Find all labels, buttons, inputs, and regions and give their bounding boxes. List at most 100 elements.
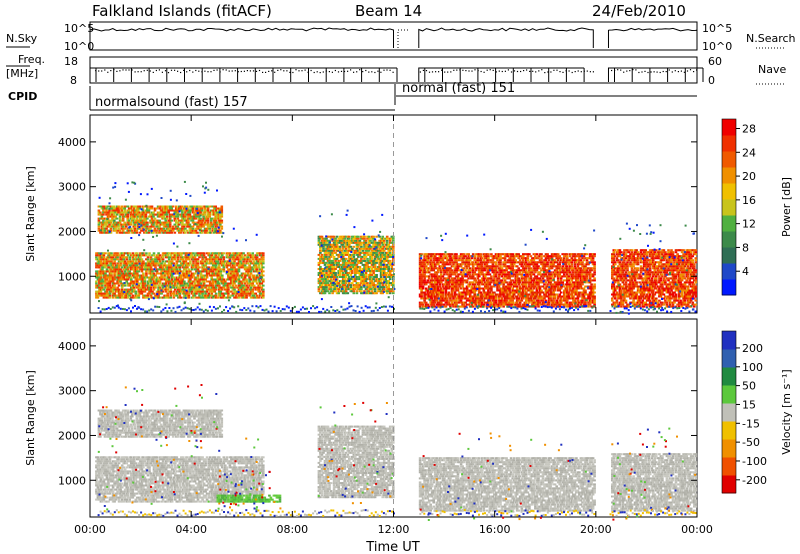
scatter-cell (122, 277, 125, 279)
nave-dot (678, 71, 679, 72)
scatter-cell (169, 289, 172, 291)
scatter-cell (141, 270, 144, 272)
nave-dot (344, 71, 345, 72)
scatter-cell (130, 277, 133, 279)
scatter-cell (113, 262, 116, 264)
scatter-cell (201, 232, 204, 234)
nave-dot (529, 71, 530, 72)
nave-dot (286, 70, 287, 71)
scatter-cell (104, 252, 107, 254)
scatter-cell (185, 260, 188, 262)
scatter-cell (102, 226, 105, 228)
nave-dot (116, 71, 117, 72)
scatter-cell (155, 224, 158, 226)
nave-dot (456, 70, 457, 71)
nave-dot (523, 70, 524, 71)
scatter-cell (160, 262, 163, 264)
scatter-cell (207, 210, 210, 212)
scatter-cell (101, 287, 104, 289)
scatter-speck (140, 225, 142, 227)
scatter-cell (116, 287, 119, 289)
scatter-cell (113, 287, 116, 289)
nave-dot (681, 71, 682, 72)
scatter-cell (221, 226, 224, 228)
scatter-cell (136, 281, 139, 283)
scatter-cell (169, 224, 172, 226)
scatter-cell (98, 220, 101, 222)
scatter-cell (148, 232, 151, 234)
scatter-speck (214, 231, 216, 233)
scatter-cell (98, 210, 101, 212)
nsearch-trace (398, 30, 410, 48)
scatter-cell (119, 218, 122, 220)
scatter-cell (102, 220, 105, 222)
scatter-cell (154, 210, 157, 212)
scatter-cell (150, 256, 153, 258)
nave-dot (520, 71, 521, 72)
scatter-cell (150, 281, 153, 283)
scatter-cell (114, 228, 117, 230)
scatter-cell (194, 295, 197, 297)
nave-dot (423, 70, 424, 71)
scatter-cell (145, 220, 148, 222)
scatter-cell (183, 226, 186, 228)
date-title: 24/Feb/2010 (592, 2, 686, 20)
nave-dot (562, 72, 563, 73)
scatter-speck (138, 226, 140, 228)
scatter-cell (130, 293, 133, 295)
scatter-cell (95, 256, 98, 258)
scatter-cell (119, 216, 122, 218)
nave-dot (314, 72, 315, 73)
nave-dot (641, 71, 642, 72)
nave-dot (128, 69, 129, 70)
scatter-cell (183, 289, 186, 291)
scatter-cell (113, 260, 116, 262)
scatter-cell (133, 208, 136, 210)
scatter-cell (191, 268, 194, 270)
scatter-cell (151, 279, 154, 281)
scatter-cell (192, 297, 195, 299)
scatter-cell (119, 222, 122, 224)
scatter-cell (163, 277, 166, 279)
scatter-cell (136, 268, 139, 270)
scatter-cell (105, 228, 108, 230)
nave-dot (553, 70, 554, 71)
scatter-cell (180, 208, 183, 210)
scatter-cell (125, 264, 128, 266)
nave-dot (210, 71, 211, 72)
scatter-cell (199, 212, 202, 214)
scatter-cell (123, 222, 126, 224)
scatter-cell (174, 218, 177, 220)
scatter-cell (118, 285, 121, 287)
scatter-cell (151, 206, 154, 208)
scatter-cell (100, 291, 103, 293)
scatter-cell (148, 210, 151, 212)
scatter-cell (133, 283, 136, 285)
nave-dot (317, 71, 318, 72)
nave-dot (156, 70, 157, 71)
scatter-cell (169, 297, 172, 299)
scatter-cell (125, 281, 128, 283)
scatter-cell (147, 295, 150, 297)
nave-dot (125, 69, 126, 70)
scatter-cell (169, 226, 172, 228)
scatter-cell (202, 216, 205, 218)
nave-dot (204, 71, 205, 72)
nave-dot (268, 71, 269, 72)
scatter-cell (192, 275, 195, 277)
scatter-cell (136, 218, 139, 220)
scatter-cell (174, 283, 177, 285)
nave-dot (289, 72, 290, 73)
scatter-cell (166, 214, 169, 216)
nave-dot (141, 71, 142, 72)
nave-dot (462, 70, 463, 71)
scatter-cell (108, 224, 111, 226)
scatter-cell (192, 260, 195, 262)
scatter-cell (133, 289, 136, 291)
scatter-cell (152, 232, 155, 234)
scatter-cell (191, 254, 194, 256)
scatter-cell (101, 268, 104, 270)
scatter-cell (184, 232, 187, 234)
scatter-cell (107, 264, 110, 266)
scatter-cell (173, 293, 176, 295)
